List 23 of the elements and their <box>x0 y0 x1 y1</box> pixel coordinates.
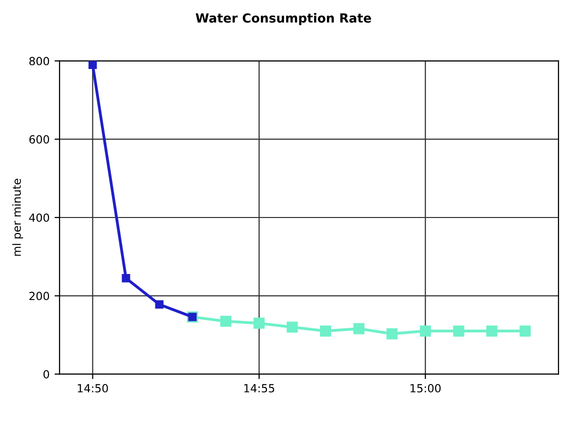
point <box>286 322 298 333</box>
point <box>122 274 130 282</box>
point <box>220 316 232 327</box>
point <box>386 328 398 340</box>
x-tick-label: 14:55 <box>244 384 274 392</box>
point <box>254 318 265 329</box>
y-tick-label: 400 <box>29 213 50 222</box>
y-tick-label: 200 <box>29 292 50 300</box>
y-tick-label: 800 <box>29 56 50 66</box>
point <box>420 325 431 337</box>
point <box>155 300 164 309</box>
x-tick-label: 14:50 <box>78 384 108 392</box>
y-tick-label: 600 <box>29 135 50 144</box>
point <box>88 60 97 69</box>
y-axis-title: ml per minute <box>12 178 24 256</box>
point <box>453 325 464 337</box>
y-tick-label: 0 <box>43 370 50 378</box>
point <box>353 323 364 334</box>
point <box>486 325 498 337</box>
chart-title: Water Consumption Rate <box>196 13 372 26</box>
point <box>520 325 531 337</box>
point <box>320 325 332 337</box>
x-tick-label: 15:00 <box>410 384 441 392</box>
